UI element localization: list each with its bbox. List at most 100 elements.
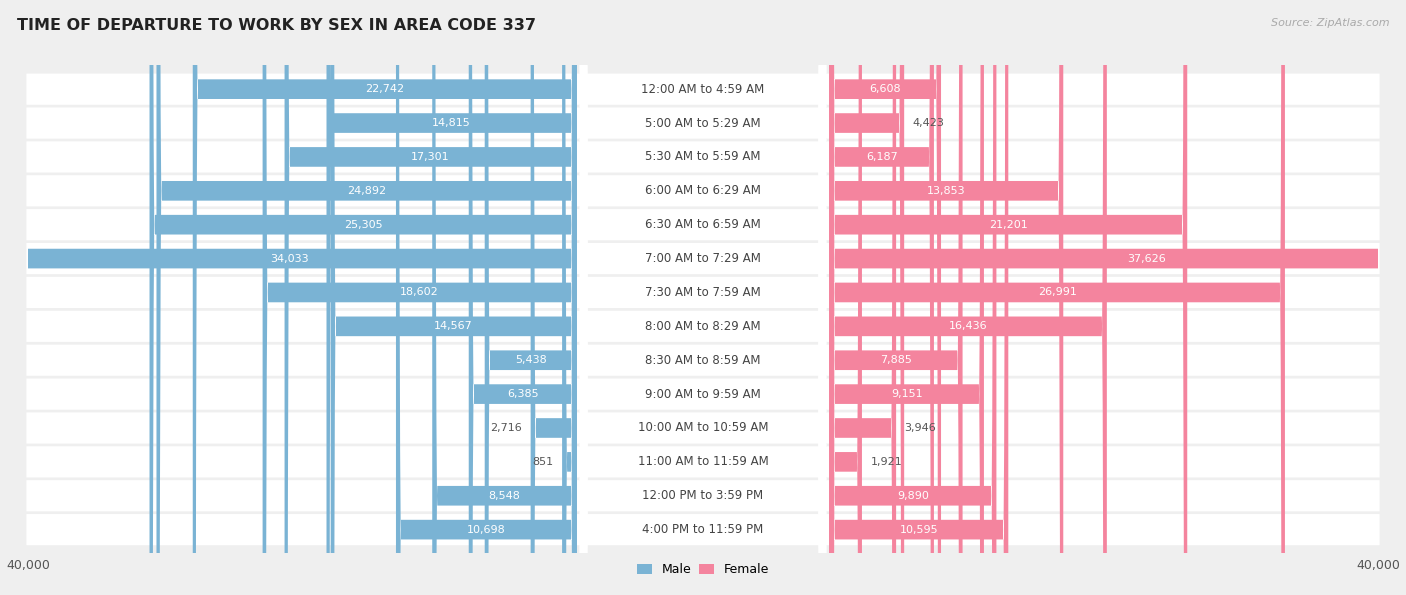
FancyBboxPatch shape: [579, 0, 827, 595]
FancyBboxPatch shape: [27, 142, 1379, 173]
Text: 11:00 AM to 11:59 AM: 11:00 AM to 11:59 AM: [638, 455, 768, 468]
Text: 25,305: 25,305: [343, 220, 382, 230]
FancyBboxPatch shape: [27, 345, 1379, 376]
Text: 851: 851: [533, 457, 554, 467]
FancyBboxPatch shape: [830, 0, 1107, 595]
FancyBboxPatch shape: [579, 0, 827, 595]
FancyBboxPatch shape: [27, 412, 1379, 444]
Text: TIME OF DEPARTURE TO WORK BY SEX IN AREA CODE 337: TIME OF DEPARTURE TO WORK BY SEX IN AREA…: [17, 18, 536, 33]
Text: 13,853: 13,853: [927, 186, 966, 196]
Text: 14,815: 14,815: [432, 118, 471, 128]
Text: 8:30 AM to 8:59 AM: 8:30 AM to 8:59 AM: [645, 353, 761, 367]
Text: 1,921: 1,921: [870, 457, 903, 467]
Text: Source: ZipAtlas.com: Source: ZipAtlas.com: [1271, 18, 1389, 28]
Text: 34,033: 34,033: [270, 253, 309, 264]
Text: 6,385: 6,385: [506, 389, 538, 399]
Text: 21,201: 21,201: [988, 220, 1028, 230]
Text: 7:30 AM to 7:59 AM: 7:30 AM to 7:59 AM: [645, 286, 761, 299]
Text: 17,301: 17,301: [411, 152, 450, 162]
FancyBboxPatch shape: [263, 0, 576, 595]
FancyBboxPatch shape: [830, 0, 934, 595]
Text: 5:00 AM to 5:29 AM: 5:00 AM to 5:29 AM: [645, 117, 761, 130]
FancyBboxPatch shape: [27, 446, 1379, 477]
FancyBboxPatch shape: [579, 0, 827, 595]
FancyBboxPatch shape: [579, 0, 827, 595]
FancyBboxPatch shape: [830, 0, 904, 595]
Text: 8:00 AM to 8:29 AM: 8:00 AM to 8:29 AM: [645, 320, 761, 333]
FancyBboxPatch shape: [330, 0, 576, 595]
FancyBboxPatch shape: [27, 480, 1379, 511]
Text: 26,991: 26,991: [1038, 287, 1077, 298]
Text: 9:00 AM to 9:59 AM: 9:00 AM to 9:59 AM: [645, 387, 761, 400]
Text: 7,885: 7,885: [880, 355, 912, 365]
FancyBboxPatch shape: [326, 0, 576, 595]
Text: 8,548: 8,548: [488, 491, 520, 501]
Text: 7:00 AM to 7:29 AM: 7:00 AM to 7:29 AM: [645, 252, 761, 265]
FancyBboxPatch shape: [579, 0, 827, 595]
Text: 2,716: 2,716: [491, 423, 522, 433]
FancyBboxPatch shape: [579, 0, 827, 595]
FancyBboxPatch shape: [830, 0, 1008, 595]
Text: 37,626: 37,626: [1128, 253, 1167, 264]
FancyBboxPatch shape: [27, 176, 1379, 206]
FancyBboxPatch shape: [579, 0, 827, 595]
FancyBboxPatch shape: [396, 0, 576, 595]
FancyBboxPatch shape: [156, 0, 576, 595]
Text: 6,187: 6,187: [866, 152, 897, 162]
Text: 10,698: 10,698: [467, 525, 506, 535]
Text: 6:30 AM to 6:59 AM: 6:30 AM to 6:59 AM: [645, 218, 761, 231]
Text: 10,595: 10,595: [900, 525, 938, 535]
FancyBboxPatch shape: [579, 0, 827, 595]
FancyBboxPatch shape: [27, 277, 1379, 308]
FancyBboxPatch shape: [530, 0, 576, 595]
Text: 6,608: 6,608: [869, 84, 901, 94]
Text: 6:00 AM to 6:29 AM: 6:00 AM to 6:29 AM: [645, 184, 761, 198]
FancyBboxPatch shape: [562, 0, 576, 595]
FancyBboxPatch shape: [27, 108, 1379, 139]
Text: 12:00 PM to 3:59 PM: 12:00 PM to 3:59 PM: [643, 489, 763, 502]
FancyBboxPatch shape: [830, 0, 997, 595]
Text: 14,567: 14,567: [434, 321, 472, 331]
Text: 12:00 AM to 4:59 AM: 12:00 AM to 4:59 AM: [641, 83, 765, 96]
FancyBboxPatch shape: [579, 0, 827, 595]
Text: 10:00 AM to 10:59 AM: 10:00 AM to 10:59 AM: [638, 421, 768, 434]
FancyBboxPatch shape: [830, 0, 984, 595]
FancyBboxPatch shape: [830, 0, 1187, 595]
Text: 9,890: 9,890: [897, 491, 929, 501]
FancyBboxPatch shape: [830, 0, 941, 595]
FancyBboxPatch shape: [830, 0, 1063, 595]
FancyBboxPatch shape: [3, 0, 576, 595]
Text: 5:30 AM to 5:59 AM: 5:30 AM to 5:59 AM: [645, 151, 761, 164]
Text: 16,436: 16,436: [949, 321, 987, 331]
FancyBboxPatch shape: [579, 0, 827, 595]
FancyBboxPatch shape: [830, 0, 862, 595]
FancyBboxPatch shape: [27, 311, 1379, 342]
FancyBboxPatch shape: [27, 243, 1379, 274]
FancyBboxPatch shape: [579, 0, 827, 595]
Text: 4:00 PM to 11:59 PM: 4:00 PM to 11:59 PM: [643, 523, 763, 536]
Text: 22,742: 22,742: [366, 84, 404, 94]
FancyBboxPatch shape: [27, 209, 1379, 240]
FancyBboxPatch shape: [830, 0, 896, 595]
Text: 5,438: 5,438: [515, 355, 547, 365]
Text: 3,946: 3,946: [904, 423, 936, 433]
FancyBboxPatch shape: [830, 0, 1285, 595]
FancyBboxPatch shape: [27, 74, 1379, 105]
FancyBboxPatch shape: [485, 0, 576, 595]
Text: 4,423: 4,423: [912, 118, 945, 128]
FancyBboxPatch shape: [149, 0, 576, 595]
Legend: Male, Female: Male, Female: [631, 558, 775, 581]
Text: 24,892: 24,892: [347, 186, 387, 196]
FancyBboxPatch shape: [193, 0, 576, 595]
FancyBboxPatch shape: [830, 0, 963, 595]
Text: 18,602: 18,602: [401, 287, 439, 298]
FancyBboxPatch shape: [284, 0, 576, 595]
FancyBboxPatch shape: [468, 0, 576, 595]
FancyBboxPatch shape: [830, 0, 1406, 595]
FancyBboxPatch shape: [579, 0, 827, 595]
Text: 9,151: 9,151: [891, 389, 922, 399]
FancyBboxPatch shape: [27, 378, 1379, 410]
FancyBboxPatch shape: [579, 0, 827, 595]
FancyBboxPatch shape: [432, 0, 576, 595]
FancyBboxPatch shape: [579, 0, 827, 595]
